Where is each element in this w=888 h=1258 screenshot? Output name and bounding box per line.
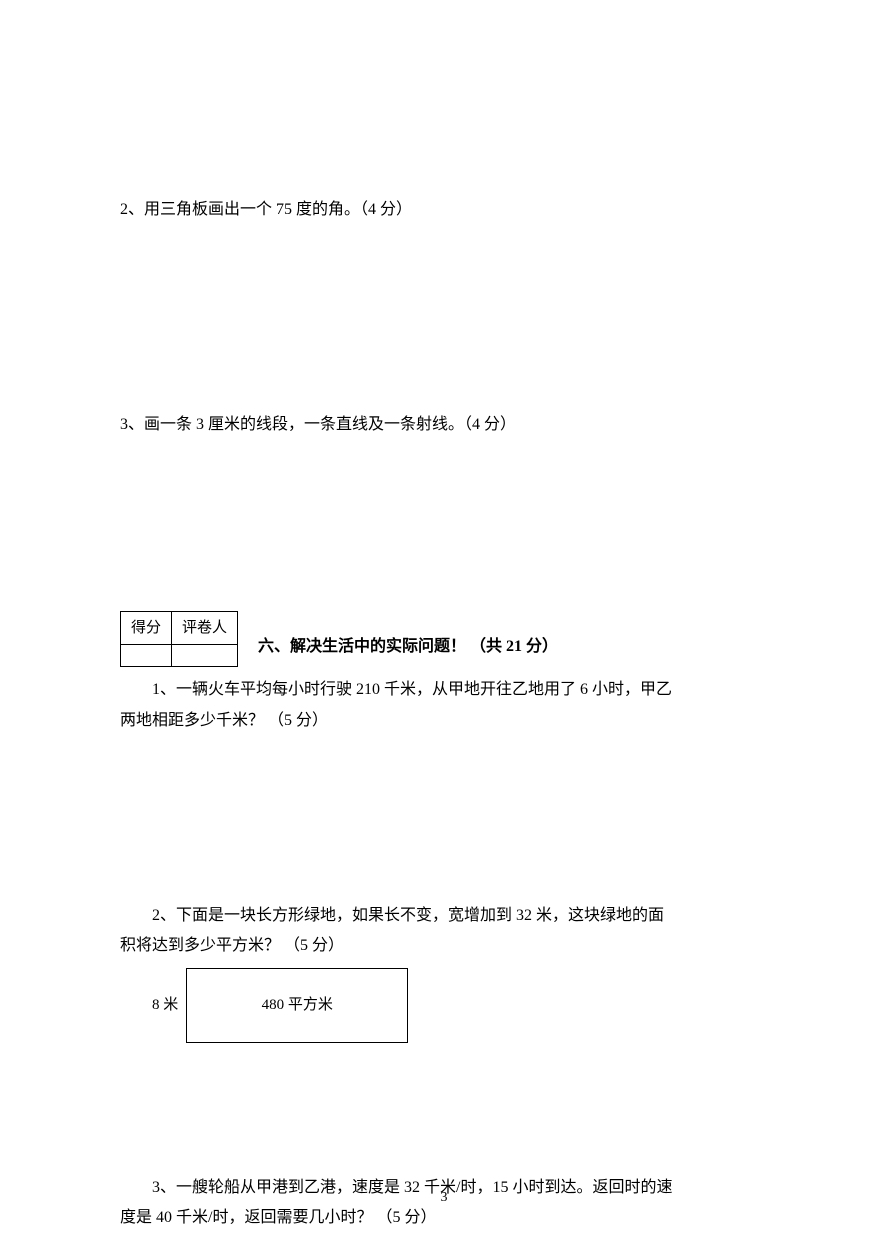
question-3-top-text: 3、画一条 3 厘米的线段，一条直线及一条射线。（4 分）	[120, 416, 516, 433]
question-6-1: 1、一辆火车平均每小时行驶 210 千米，从甲地开往乙地用了 6 小时，甲乙 两…	[120, 675, 768, 736]
score-section-row: 得分 评卷人 六、解决生活中的实际问题！ （共 21 分）	[120, 611, 768, 668]
score-cell-2	[172, 645, 238, 667]
page-number: 3	[441, 1185, 448, 1212]
score-cell-1	[121, 645, 172, 667]
question-2-text: 2、用三角板画出一个 75 度的角。（4 分）	[120, 201, 412, 218]
q6-1-line2: 两地相距多少千米？ （5 分）	[120, 706, 768, 736]
q6-2-line2: 积将达到多少平方米？ （5 分）	[120, 931, 768, 961]
score-table: 得分 评卷人	[120, 611, 238, 668]
rectangle-diagram: 8 米 480 平方米	[152, 968, 768, 1043]
q6-2-line1: 2、下面是一块长方形绿地，如果长不变，宽增加到 32 米，这块绿地的面	[120, 901, 768, 931]
score-header-1: 得分	[121, 611, 172, 645]
question-2: 2、用三角板画出一个 75 度的角。（4 分）	[120, 195, 768, 225]
section-6-title: 六、解决生活中的实际问题！ （共 21 分）	[258, 616, 558, 662]
question-3-top: 3、画一条 3 厘米的线段，一条直线及一条射线。（4 分）	[120, 410, 768, 440]
question-6-2: 2、下面是一块长方形绿地，如果长不变，宽增加到 32 米，这块绿地的面 积将达到…	[120, 901, 768, 962]
rect-width-label: 8 米	[152, 991, 178, 1020]
rectangle-shape: 480 平方米	[186, 968, 408, 1043]
page-content: 2、用三角板画出一个 75 度的角。（4 分） 3、画一条 3 厘米的线段，一条…	[0, 0, 888, 1234]
q6-1-line1: 1、一辆火车平均每小时行驶 210 千米，从甲地开往乙地用了 6 小时，甲乙	[120, 675, 768, 705]
score-header-2: 评卷人	[172, 611, 238, 645]
rect-area-label: 480 平方米	[262, 991, 333, 1020]
